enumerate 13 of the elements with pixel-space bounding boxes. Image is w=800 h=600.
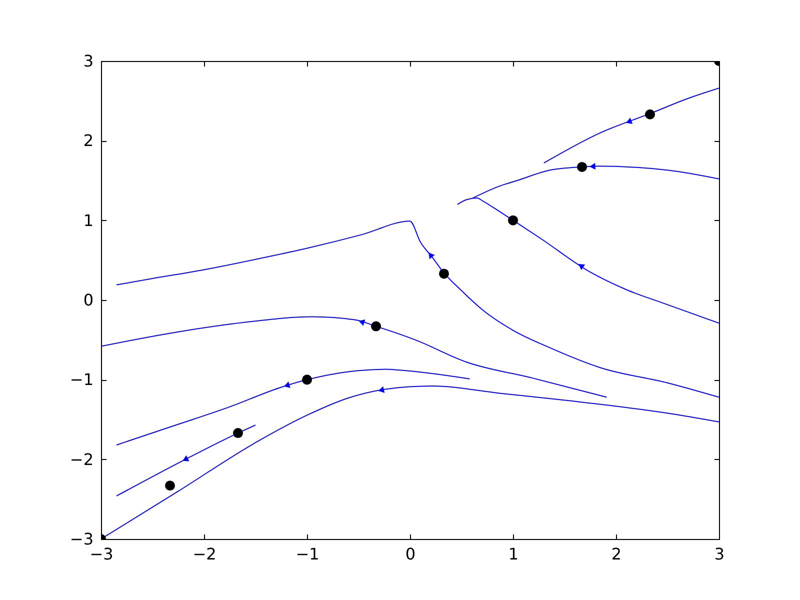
y-tick-label: 0 (83, 290, 94, 310)
y-tick-label: −3 (70, 530, 94, 548)
y-tick-label: −2 (70, 450, 94, 469)
x-tick-label: 0 (405, 544, 416, 564)
x-tick-label: 3 (714, 544, 725, 564)
x-tick-label: 1 (508, 544, 519, 564)
x-tick-label: −2 (192, 544, 216, 564)
y-tick-label: −1 (70, 370, 94, 390)
x-tick-label: 2 (611, 544, 622, 564)
y-tick-label: 2 (83, 131, 94, 150)
y-tick-label: 3 (83, 52, 94, 70)
x-tick-label: −1 (296, 544, 320, 564)
y-tick-label: 1 (83, 210, 94, 230)
